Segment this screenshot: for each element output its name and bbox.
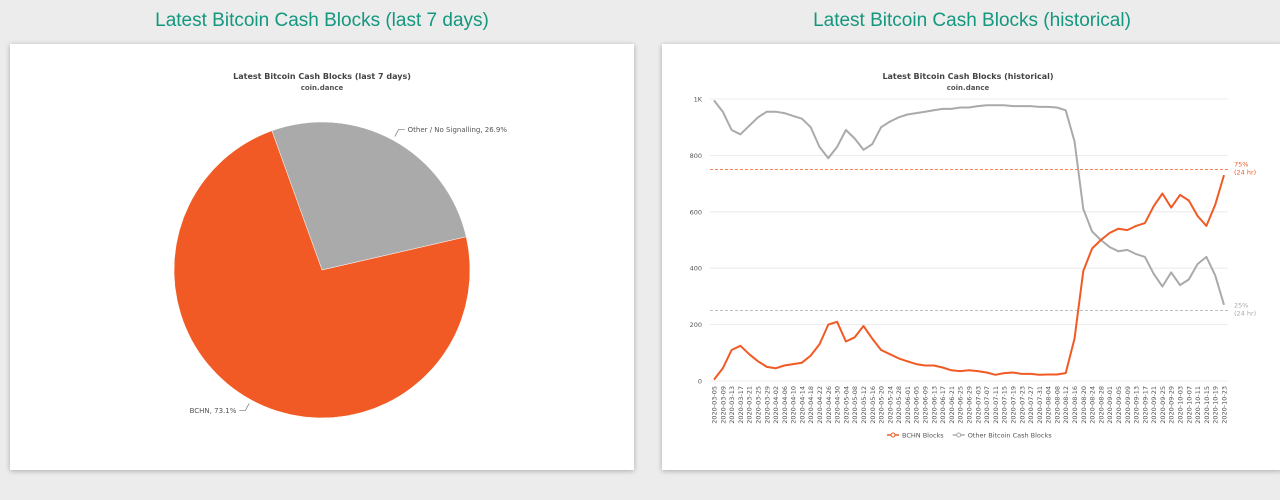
pie-label-leader <box>239 403 250 411</box>
pie-chart-title: Latest Bitcoin Cash Blocks (last 7 days) <box>233 72 411 81</box>
x-tick-label: 2020-07-03 <box>974 386 982 424</box>
x-tick-label: 2020-08-24 <box>1089 386 1097 424</box>
x-tick-label: 2020-05-20 <box>878 386 886 424</box>
x-tick-label: 2020-10-19 <box>1212 386 1220 424</box>
line-chart-title: Latest Bitcoin Cash Blocks (historical) <box>882 72 1053 81</box>
reference-line-label: 75% <box>1234 161 1248 169</box>
x-tick-label: 2020-07-27 <box>1027 386 1035 424</box>
pie-slice-label: Other / No Signalling, 26.9% <box>408 126 508 134</box>
x-tick-label: 2020-09-21 <box>1150 386 1158 424</box>
pie-chart-subtitle: coin.dance <box>301 84 344 92</box>
x-tick-label: 2020-08-12 <box>1062 386 1070 424</box>
x-tick-label: 2020-05-12 <box>860 386 868 424</box>
pie-label-leader <box>394 129 405 137</box>
x-tick-label: 2020-04-06 <box>781 386 789 424</box>
series-line-other-bitcoin-cash-blocks[interactable] <box>713 99 1225 306</box>
x-tick-label: 2020-09-13 <box>1133 386 1141 424</box>
line-chart-subtitle: coin.dance <box>947 84 990 92</box>
y-tick-label: 400 <box>690 265 702 273</box>
x-tick-label: 2020-04-22 <box>816 386 824 424</box>
x-tick-label: 2020-07-15 <box>1001 386 1009 424</box>
x-tick-label: 2020-10-23 <box>1221 386 1229 424</box>
x-tick-label: 2020-08-28 <box>1097 386 1105 424</box>
reference-line-sublabel: (24 hr) <box>1234 169 1256 177</box>
pie-slice-label: BCHN, 73.1% <box>190 407 237 415</box>
y-tick-label: 800 <box>690 152 702 160</box>
pie-chart: Latest Bitcoin Cash Blocks (last 7 days)… <box>173 72 508 419</box>
y-tick-label: 600 <box>690 208 702 216</box>
x-tick-label: 2020-10-15 <box>1203 386 1211 424</box>
x-tick-label: 2020-05-04 <box>842 386 850 424</box>
x-tick-label: 2020-06-17 <box>939 386 947 424</box>
legend-item-label[interactable]: BCHN Blocks <box>902 432 944 440</box>
x-tick-label: 2020-04-18 <box>807 386 815 424</box>
line-chart-card: Latest Bitcoin Cash Blocks (historical) … <box>662 44 1280 470</box>
x-tick-label: 2020-07-11 <box>992 386 1000 424</box>
pie-section-heading: Latest Bitcoin Cash Blocks (last 7 days) <box>155 10 489 31</box>
x-tick-label: 2020-03-09 <box>719 386 727 424</box>
x-tick-label: 2020-10-07 <box>1185 386 1193 424</box>
reference-line-sublabel: (24 hr) <box>1234 310 1256 318</box>
x-tick-label: 2020-08-04 <box>1045 386 1053 424</box>
x-tick-label: 2020-09-29 <box>1168 386 1176 424</box>
y-tick-label: 200 <box>690 321 702 329</box>
legend-item-label[interactable]: Other Bitcoin Cash Blocks <box>968 432 1053 440</box>
x-tick-label: 2020-06-21 <box>948 386 956 424</box>
x-tick-label: 2020-10-03 <box>1177 386 1185 424</box>
x-tick-label: 2020-07-07 <box>983 386 991 424</box>
x-tick-label: 2020-04-10 <box>790 386 798 424</box>
x-tick-label: 2020-05-08 <box>851 386 859 424</box>
x-tick-label: 2020-05-16 <box>869 386 877 424</box>
pie-slice-bchn[interactable] <box>173 130 471 419</box>
x-tick-label: 2020-03-13 <box>728 386 736 424</box>
x-tick-label: 2020-04-30 <box>834 386 842 424</box>
line-chart: Latest Bitcoin Cash Blocks (historical) … <box>690 72 1257 440</box>
x-tick-label: 2020-08-08 <box>1053 386 1061 424</box>
x-tick-label: 2020-07-19 <box>1009 386 1017 424</box>
x-tick-label: 2020-08-20 <box>1080 386 1088 424</box>
x-tick-label: 2020-06-05 <box>913 386 921 424</box>
legend-marker <box>956 432 962 438</box>
line-section-heading: Latest Bitcoin Cash Blocks (historical) <box>813 10 1131 31</box>
x-tick-label: 2020-03-25 <box>754 386 762 424</box>
x-tick-label: 2020-07-23 <box>1018 386 1026 424</box>
y-tick-label: 0 <box>698 378 702 386</box>
x-tick-label: 2020-03-17 <box>737 386 745 424</box>
x-tick-label: 2020-09-05 <box>1115 386 1123 424</box>
x-tick-label: 2020-08-16 <box>1071 386 1079 424</box>
x-tick-label: 2020-04-26 <box>825 386 833 424</box>
x-tick-label: 2020-09-01 <box>1106 386 1114 424</box>
x-tick-label: 2020-06-09 <box>922 386 930 424</box>
x-tick-label: 2020-06-29 <box>966 386 974 424</box>
pie-slice-other-no-signalling[interactable] <box>271 121 467 271</box>
x-tick-label: 2020-06-25 <box>957 386 965 424</box>
x-tick-label: 2020-09-25 <box>1159 386 1167 424</box>
x-tick-label: 2020-06-13 <box>930 386 938 424</box>
x-tick-label: 2020-06-01 <box>904 386 912 424</box>
x-tick-label: 2020-03-21 <box>746 386 754 424</box>
x-tick-label: 2020-07-31 <box>1036 386 1044 424</box>
x-tick-label: 2020-05-24 <box>886 386 894 424</box>
series-line-bchn-blocks[interactable] <box>713 174 1225 381</box>
x-tick-label: 2020-10-11 <box>1194 386 1202 424</box>
y-tick-label: 1K <box>694 96 703 104</box>
x-tick-label: 2020-05-28 <box>895 386 903 424</box>
x-tick-label: 2020-03-29 <box>763 386 771 424</box>
legend-marker <box>890 432 896 438</box>
reference-line-label: 25% <box>1234 302 1248 310</box>
x-tick-label: 2020-09-09 <box>1124 386 1132 424</box>
x-tick-label: 2020-09-17 <box>1141 386 1149 424</box>
x-tick-label: 2020-04-14 <box>798 386 806 424</box>
x-tick-label: 2020-04-02 <box>772 386 780 424</box>
x-tick-label: 2020-03-05 <box>711 386 719 424</box>
pie-chart-card: Latest Bitcoin Cash Blocks (last 7 days)… <box>10 44 634 470</box>
